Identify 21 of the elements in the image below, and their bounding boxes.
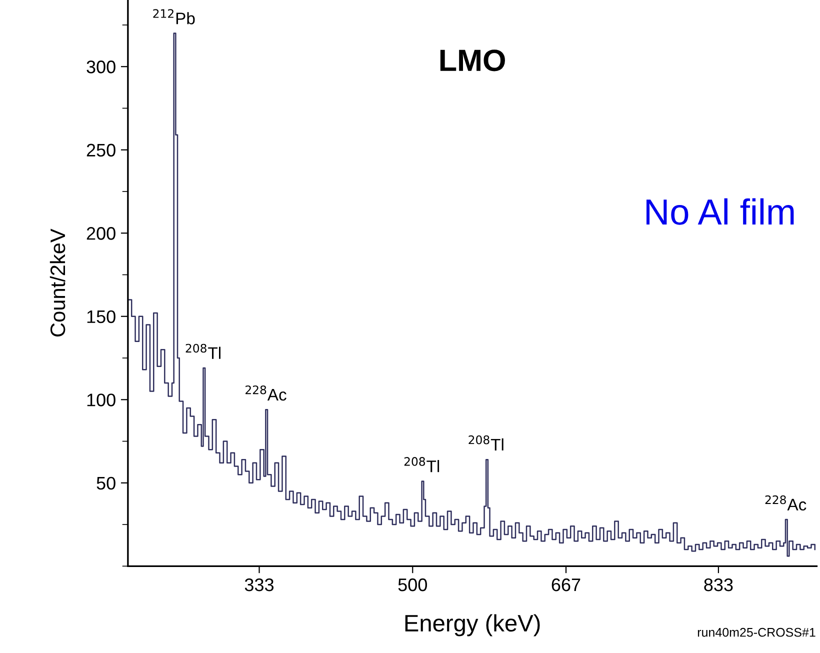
y-tick-label: 300	[86, 60, 116, 74]
annotation: $^{208}$Tl	[186, 344, 220, 359]
y-tick-label: 200	[86, 227, 116, 240]
x-tick-label: 833	[704, 578, 733, 592]
annotation: $^{208}$Tl	[468, 435, 504, 450]
text: run40m25-CROSS#1	[698, 628, 816, 637]
y-tick-label: 100	[87, 394, 116, 406]
y-tick-label: 50	[96, 476, 116, 490]
x-tick-label: 333	[244, 578, 274, 592]
annotation: $^{208}$Tl	[404, 457, 440, 472]
y-tick-label: 250	[86, 144, 116, 157]
y-axis-title: Count/2keV	[50, 228, 66, 336]
y-tick-label: 150	[87, 310, 116, 324]
annotation: $^{212}$Pb	[153, 9, 195, 24]
x-axis-title: Energy (keV)	[405, 614, 540, 636]
annotation: $^{228}$Ac	[246, 385, 286, 401]
annotation: $^{228}$Ac	[765, 495, 806, 511]
text: LMO	[440, 50, 505, 72]
x-tick-label: 667	[552, 578, 580, 592]
x-tick-label: 500	[398, 578, 427, 592]
annotation: No Al film	[646, 198, 794, 225]
